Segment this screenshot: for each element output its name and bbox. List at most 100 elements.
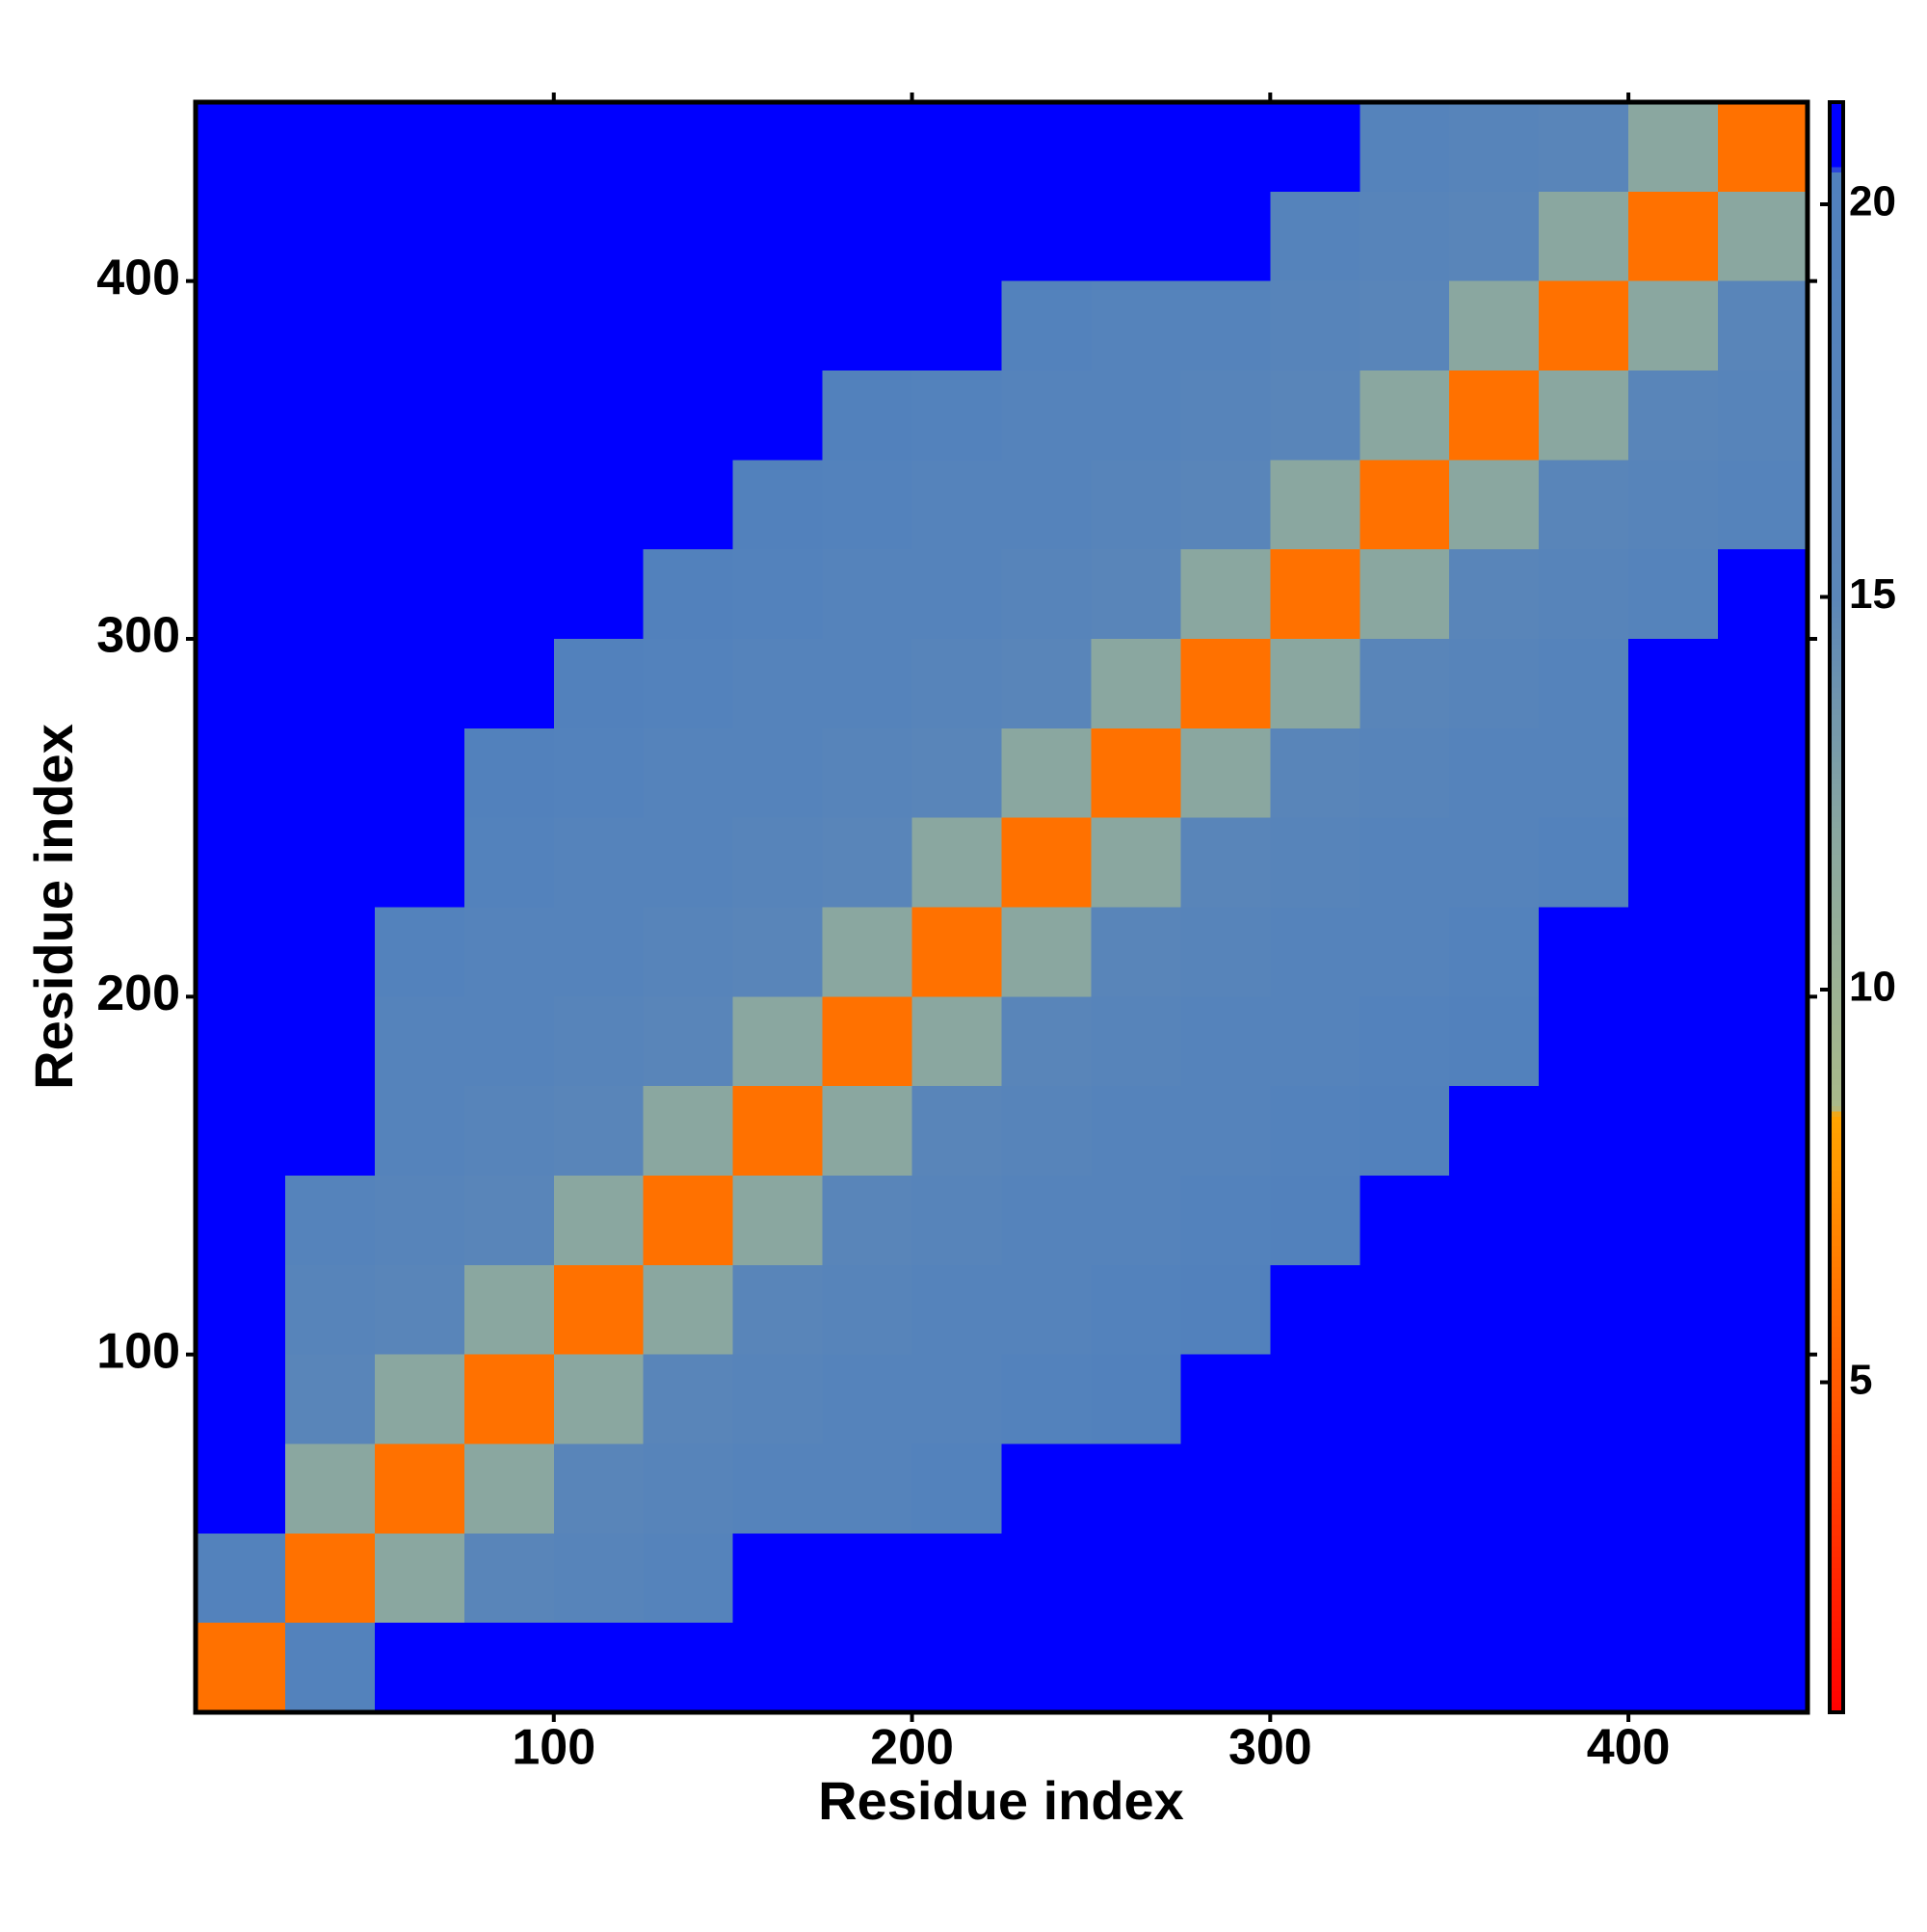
colorbar-swatch: [1830, 702, 1843, 709]
colorbar-swatch: [1830, 203, 1843, 210]
heat-cell: [1718, 728, 1808, 818]
colorbar-swatch: [1830, 376, 1843, 383]
heat-cell: [463, 907, 554, 997]
colorbar-swatch: [1830, 472, 1843, 479]
heat-cell: [196, 191, 285, 281]
heat-cell: [1180, 102, 1271, 192]
heat-cell: [643, 728, 733, 818]
heat-cell: [643, 1086, 733, 1176]
heat-cell: [1270, 1443, 1360, 1534]
colorbar-swatch: [1830, 1642, 1843, 1649]
colorbar-swatch: [1830, 1475, 1843, 1482]
colorbar-swatch: [1830, 982, 1843, 989]
colorbar-swatch: [1830, 1287, 1843, 1295]
heat-cell: [1718, 907, 1808, 997]
heat-cell: [284, 1086, 375, 1176]
colorbar-swatch: [1830, 923, 1843, 930]
colorbar-swatch: [1830, 155, 1843, 162]
heat-cell: [1539, 549, 1629, 639]
colorbar-swatch: [1830, 713, 1843, 721]
colorbar-swatch: [1830, 595, 1843, 602]
heat-cell: [1001, 370, 1092, 461]
colorbar-swatch: [1830, 1626, 1843, 1632]
colorbar-swatch: [1830, 1519, 1843, 1525]
heat-cell: [1359, 728, 1450, 818]
colorbar-swatch: [1830, 756, 1843, 763]
colorbar-swatch: [1830, 875, 1843, 882]
colorbar-swatch: [1830, 1438, 1843, 1444]
colorbar-swatch: [1830, 988, 1843, 994]
colorbar-swatch: [1830, 719, 1843, 726]
colorbar-swatch: [1830, 675, 1843, 683]
heat-cell: [1718, 280, 1808, 371]
heat-cell: [1539, 996, 1629, 1087]
colorbar-swatch: [1830, 209, 1843, 216]
colorbar-swatch: [1830, 971, 1843, 978]
heat-cell: [1628, 1533, 1719, 1624]
heat-cell: [553, 907, 644, 997]
colorbar-swatch: [1830, 424, 1843, 431]
heat-cell: [463, 549, 554, 639]
heat-cell: [1359, 1443, 1450, 1534]
colorbar-swatch: [1830, 1347, 1843, 1354]
heat-cell: [463, 1176, 554, 1265]
colorbar-swatch: [1830, 466, 1843, 473]
heat-cell: [1270, 280, 1360, 371]
heat-cell: [553, 1264, 644, 1355]
heat-cell: [1539, 460, 1629, 550]
colorbar-swatch: [1830, 139, 1843, 146]
colorbar-swatch: [1830, 708, 1843, 715]
colorbar-swatch: [1830, 1707, 1843, 1713]
heat-cell: [284, 549, 375, 639]
heat-cell: [1449, 1176, 1540, 1265]
heat-cell: [1091, 1533, 1181, 1624]
colorbar-swatch: [1830, 1224, 1843, 1231]
colorbar-swatch: [1830, 1320, 1843, 1327]
colorbar-swatch: [1830, 1014, 1843, 1020]
heat-cell: [911, 728, 1002, 818]
colorbar-swatch: [1830, 1046, 1843, 1053]
heat-cell: [553, 1443, 644, 1534]
colorbar-swatch: [1830, 182, 1843, 189]
heat-cell: [553, 1354, 644, 1444]
colorbar-swatch: [1830, 493, 1843, 500]
heat-cell: [463, 1354, 554, 1444]
colorbar-swatch: [1830, 869, 1843, 876]
heat-cell: [822, 996, 912, 1087]
heat-cell: [643, 1176, 733, 1265]
colorbar-swatch: [1830, 740, 1843, 747]
colorbar-swatch: [1830, 1529, 1843, 1536]
colorbar-swatch: [1830, 1304, 1843, 1310]
heat-cell: [822, 1623, 912, 1712]
heat-cell: [1539, 1533, 1629, 1624]
colorbar-tick-label: 5: [1849, 1356, 1872, 1403]
colorbar-swatch: [1830, 278, 1843, 285]
heat-cell: [732, 191, 823, 281]
heat-cell: [374, 370, 464, 461]
x-tick-label: 200: [870, 1720, 954, 1776]
heat-cell: [1091, 280, 1181, 371]
colorbar-swatch: [1830, 1030, 1843, 1037]
colorbar-swatch: [1830, 1412, 1843, 1418]
heat-cell: [374, 728, 464, 818]
heat-cell: [1449, 996, 1540, 1087]
heat-cell: [196, 996, 285, 1087]
heat-cell: [822, 907, 912, 997]
heat-cell: [1091, 1086, 1181, 1176]
heat-cell: [463, 280, 554, 371]
colorbar-swatch: [1830, 477, 1843, 484]
heat-cell: [1628, 1354, 1719, 1444]
colorbar-swatch: [1830, 134, 1843, 141]
heat-cell: [1359, 996, 1450, 1087]
heat-cell: [732, 1533, 823, 1624]
colorbar-swatch: [1830, 1374, 1843, 1381]
heat-cell: [463, 460, 554, 550]
heat-cell: [463, 1443, 554, 1534]
heat-cell: [1359, 1176, 1450, 1265]
colorbar-swatch: [1830, 1176, 1843, 1182]
heat-cell: [1091, 907, 1181, 997]
x-tick-label: 300: [1228, 1720, 1312, 1776]
colorbar-swatch: [1830, 821, 1843, 828]
heat-cell: [1180, 996, 1271, 1087]
colorbar-swatch: [1830, 934, 1843, 940]
